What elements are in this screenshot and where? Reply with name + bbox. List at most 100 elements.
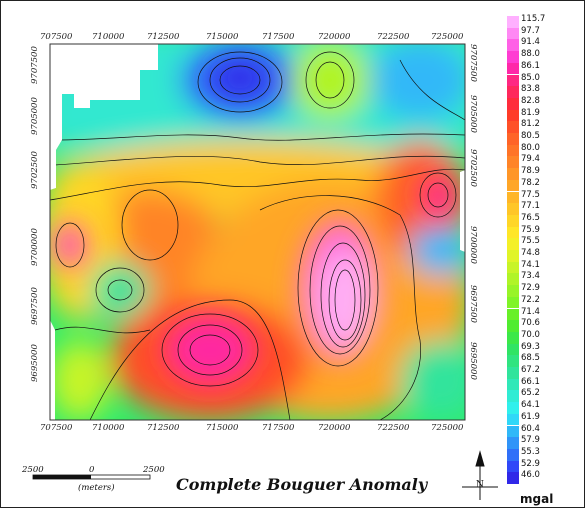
legend-entry: 73.4: [507, 272, 551, 286]
y-tick-right: 9707500: [468, 44, 478, 82]
legend-value: 82.8: [521, 95, 540, 106]
y-tick-right: 9705000: [468, 95, 478, 133]
legend-swatch: [507, 203, 519, 215]
legend-value: 81.2: [521, 119, 540, 130]
legend-entry: 66.1: [507, 376, 551, 391]
legend-value: 66.1: [521, 376, 540, 387]
north-arrow: [462, 450, 498, 500]
legend-entry: 91.4: [507, 38, 551, 52]
legend-value: 68.5: [521, 353, 540, 364]
legend-entry: 86.1: [507, 60, 551, 75]
legend-value: 72.2: [521, 294, 540, 305]
legend-entry: 80.5: [507, 131, 551, 145]
legend-entry: 75.9: [507, 225, 551, 239]
y-tick-right: 9702500: [468, 149, 478, 187]
legend-value: 83.8: [521, 84, 540, 95]
legend-entry: 68.5: [507, 353, 551, 367]
legend-entry: 88.0: [507, 50, 551, 63]
x-tick-bottom: 720000: [318, 423, 351, 433]
legend-value: 80.0: [521, 142, 540, 153]
legend-swatch: [507, 156, 519, 169]
x-tick-top: 710000: [92, 32, 125, 42]
legend-swatch: [507, 261, 519, 274]
legend-entry: 74.8: [507, 248, 551, 262]
legend-value: 77.5: [521, 189, 540, 200]
x-tick-bottom: 710000: [92, 423, 125, 433]
legend-entry: 55.3: [507, 447, 551, 461]
legend-swatch: [507, 448, 519, 461]
legend-value: 77.1: [521, 201, 540, 212]
legend-entry: 79.4: [507, 154, 551, 169]
legend-swatch: [507, 144, 519, 157]
legend-value: 61.9: [521, 411, 540, 422]
legend-entry: 61.9: [507, 411, 551, 426]
legend-swatch: [507, 238, 519, 250]
legend-entry: 46.0: [507, 471, 551, 484]
legend-value: 57.9: [521, 435, 540, 446]
legend-value: 74.8: [521, 248, 540, 258]
legend-entry: 52.9: [507, 458, 551, 473]
legend-entry: 57.9: [507, 435, 551, 449]
legend-swatch: [507, 168, 519, 180]
legend-value: 70.0: [521, 329, 540, 340]
legend-swatch: [507, 285, 519, 297]
scale-label-zero: 0: [89, 465, 95, 475]
legend-entry: 78.9: [507, 167, 551, 180]
legend-value: 71.4: [521, 306, 540, 317]
legend-value: 76.5: [521, 212, 540, 223]
legend-value: 81.9: [521, 107, 540, 118]
legend-entry: 71.4: [507, 306, 551, 321]
legend-value: 72.9: [521, 283, 540, 294]
legend-swatch: [507, 121, 519, 133]
legend-swatch: [507, 378, 519, 391]
legend-entry: 70.0: [507, 329, 551, 344]
legend-entry: 72.2: [507, 294, 551, 309]
y-tick-right: 9700000: [468, 226, 478, 264]
legend-entry: 74.1: [507, 260, 551, 274]
legend-swatch: [507, 343, 519, 356]
x-tick-bottom: 715000: [206, 423, 239, 433]
legend-swatch: [507, 74, 519, 87]
legend-swatch: [507, 214, 519, 227]
legend-swatch: [507, 191, 519, 204]
legend-swatch: [507, 273, 519, 286]
scale-bar: [32, 474, 151, 480]
legend-entry: 70.6: [507, 319, 551, 332]
legend-swatch: [507, 472, 519, 484]
legend-value: 79.4: [521, 154, 540, 165]
legend-entry: 85.0: [507, 73, 551, 87]
legend-value: 115.7: [521, 14, 546, 24]
legend-swatch: [507, 390, 519, 403]
legend-swatch: [507, 39, 519, 52]
legend-entry: 64.1: [507, 401, 551, 414]
legend-value: 67.2: [521, 365, 540, 375]
y-tick-left: 9702500: [30, 151, 40, 189]
scale-label-left: 2500: [22, 465, 44, 475]
legend-swatch: [507, 460, 519, 473]
legend-value: 65.2: [521, 388, 540, 399]
legend-entry: 76.5: [507, 212, 551, 227]
y-tick-right: 9697500: [468, 285, 478, 323]
legend-value: 52.9: [521, 458, 540, 469]
legend-entry: 77.5: [507, 189, 551, 204]
legend-value: 80.5: [521, 131, 540, 141]
legend-value: 78.2: [521, 177, 540, 188]
map-surface: [50, 44, 465, 420]
y-tick-left: 9705000: [30, 97, 40, 135]
x-tick-top: 720000: [318, 32, 351, 42]
x-tick-top: 725000: [431, 32, 464, 42]
legend-value: 86.1: [521, 60, 540, 71]
legend-entry: 82.8: [507, 95, 551, 110]
legend-swatch: [507, 16, 519, 28]
legend-entry: 81.9: [507, 107, 551, 122]
legend-swatch: [507, 86, 519, 98]
x-tick-top: 712500: [147, 32, 180, 42]
legend-entry: 78.2: [507, 177, 551, 192]
legend-unit: mgal: [520, 492, 554, 506]
legend-value: 75.5: [521, 236, 540, 247]
legend-entry: 81.2: [507, 119, 551, 133]
legend-entry: 75.5: [507, 236, 551, 250]
legend-entry: 65.2: [507, 388, 551, 403]
legend-swatch: [507, 97, 519, 110]
